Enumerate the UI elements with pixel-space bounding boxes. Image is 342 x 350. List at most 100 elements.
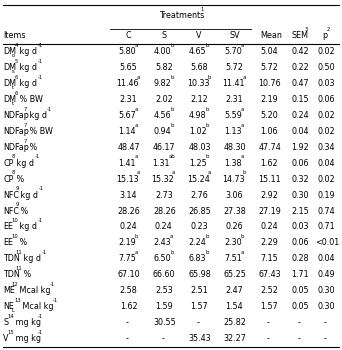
Text: 5.67: 5.67 [118,111,136,120]
Text: b: b [205,234,209,239]
Text: 4.98: 4.98 [189,111,207,120]
Text: a: a [172,170,175,175]
Text: 27.38: 27.38 [223,206,246,216]
Text: 1.71: 1.71 [291,270,309,279]
Text: 1.02: 1.02 [189,127,207,136]
Text: 4.00: 4.00 [154,47,171,56]
Text: a: a [135,122,138,128]
Text: a: a [240,250,244,255]
Text: NDFap: NDFap [3,111,29,120]
Text: a: a [137,170,140,175]
Text: 0.28: 0.28 [291,254,309,263]
Text: L: L [12,308,14,313]
Text: -: - [126,334,129,343]
Text: 0.06: 0.06 [291,238,309,247]
Text: 7.15: 7.15 [261,254,278,263]
Text: a: a [135,250,138,255]
Text: b: b [242,170,246,175]
Text: 7: 7 [24,122,27,128]
Text: 2.53: 2.53 [155,286,173,295]
Text: 1.62: 1.62 [261,159,278,168]
Text: 0.47: 0.47 [291,79,309,88]
Text: 0.26: 0.26 [225,223,243,231]
Text: 2.58: 2.58 [120,286,137,295]
Text: C: C [126,31,132,40]
Text: 0.23: 0.23 [190,223,208,231]
Text: t: t [12,100,14,105]
Text: 0.30: 0.30 [291,191,309,199]
Text: 11: 11 [16,250,23,255]
Text: NDFap: NDFap [3,143,29,152]
Text: 5.82: 5.82 [155,63,173,72]
Text: ME: ME [3,286,15,295]
Text: -1: -1 [38,218,43,223]
Text: 5.80: 5.80 [118,47,136,56]
Text: b: b [205,154,209,160]
Text: 2.73: 2.73 [155,191,173,199]
Text: t: t [12,85,14,90]
Text: 2.92: 2.92 [261,191,278,199]
Text: 2.15: 2.15 [291,206,309,216]
Text: 7: 7 [24,107,27,112]
Text: DM: DM [3,95,16,104]
Text: b: b [135,234,138,239]
Text: 67.10: 67.10 [118,270,140,279]
Text: -1: -1 [50,282,55,287]
Text: TDN: TDN [3,254,20,263]
Text: Mean: Mean [261,31,282,40]
Text: 14.73: 14.73 [222,175,245,184]
Text: 0.71: 0.71 [317,223,335,231]
Text: kg d: kg d [17,223,37,231]
Text: 0.04: 0.04 [291,127,309,136]
Text: 12: 12 [12,282,18,287]
Text: 7.51: 7.51 [224,254,242,263]
Text: 3.14: 3.14 [120,191,137,199]
Text: 0.06: 0.06 [317,95,335,104]
Text: b: b [170,107,173,112]
Text: Items: Items [3,31,26,40]
Text: 1.57: 1.57 [261,302,278,311]
Text: 0.19: 0.19 [317,191,335,199]
Text: %: % [21,270,31,279]
Text: 0.02: 0.02 [317,47,335,56]
Text: <0.01: <0.01 [315,238,340,247]
Text: kg d: kg d [21,254,41,263]
Text: SEM: SEM [292,31,309,40]
Text: a: a [135,154,138,160]
Text: 25.82: 25.82 [223,318,246,327]
Text: 9: 9 [16,186,19,191]
Text: 0.04: 0.04 [317,159,335,168]
Text: V: V [196,31,202,40]
Text: -1: -1 [38,59,43,64]
Text: 1.59: 1.59 [155,302,173,311]
Text: s: s [12,69,14,74]
Text: 48.03: 48.03 [188,143,211,152]
Text: 30.55: 30.55 [153,318,176,327]
Text: 11.46: 11.46 [116,79,139,88]
Text: 8: 8 [12,170,15,175]
Text: DM: DM [3,63,16,72]
Text: 27.19: 27.19 [259,206,281,216]
Text: -: - [297,318,300,327]
Text: -: - [267,318,269,327]
Text: 5.72: 5.72 [261,63,278,72]
Text: -1: -1 [38,43,43,48]
Text: 0.50: 0.50 [317,63,335,72]
Text: %: % [17,238,27,247]
Text: -: - [196,318,199,327]
Text: -1: -1 [38,330,43,335]
Text: 10.76: 10.76 [259,79,281,88]
Text: 2.31: 2.31 [120,95,137,104]
Text: S: S [3,318,9,327]
Text: 6.83: 6.83 [189,254,206,263]
Text: 2.52: 2.52 [261,286,278,295]
Text: a: a [207,170,211,175]
Text: 1.57: 1.57 [190,302,208,311]
Text: a: a [135,107,138,112]
Text: 26.85: 26.85 [188,206,211,216]
Text: -: - [126,318,129,327]
Text: 2.47: 2.47 [225,286,243,295]
Text: DM: DM [3,79,16,88]
Text: 1: 1 [200,7,203,12]
Text: 0.03: 0.03 [317,79,335,88]
